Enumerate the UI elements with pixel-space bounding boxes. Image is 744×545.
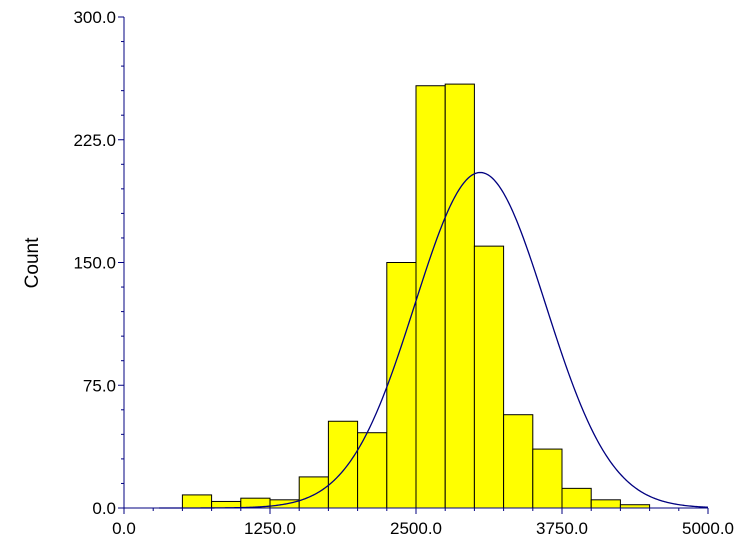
histogram-bar-1 <box>181 494 213 509</box>
y-tick-label: 150.0 <box>73 254 116 273</box>
y-tick-label: 75.0 <box>83 376 116 395</box>
histogram-bars <box>181 83 651 509</box>
histogram-bar-8 <box>386 262 417 509</box>
y-tick-label: 225.0 <box>73 131 116 150</box>
x-tick-label: 2500.0 <box>390 519 442 538</box>
axes: 0.0 75.0 150.0 225.0 300.0 0.0 1250.0 2500.0 375… <box>73 8 734 538</box>
fitted-normal-curve <box>159 171 709 509</box>
x-tick-label: 3750.0 <box>536 519 588 538</box>
histogram-bar-12 <box>503 414 534 509</box>
x-tick-label: 1250.0 <box>244 519 296 538</box>
histogram-bar-7 <box>357 432 388 509</box>
histogram-bar-2 <box>211 500 242 509</box>
histogram-bar-5 <box>298 476 329 509</box>
histogram-bar-10 <box>444 83 475 509</box>
histogram-bar-13 <box>532 448 563 509</box>
histogram-bar-15 <box>590 499 621 509</box>
y-tick-label: 0.0 <box>92 499 116 518</box>
histogram-bar-14 <box>561 487 592 509</box>
histogram-bar-9 <box>415 85 446 509</box>
y-axis-title: Count <box>22 237 43 288</box>
x-tick-label: 5000.0 <box>682 519 734 538</box>
histogram-bar-11 <box>473 245 505 509</box>
x-tick-label: 0.0 <box>112 519 136 538</box>
y-tick-label: 300.0 <box>73 8 116 27</box>
histogram-bar-6 <box>327 420 359 509</box>
